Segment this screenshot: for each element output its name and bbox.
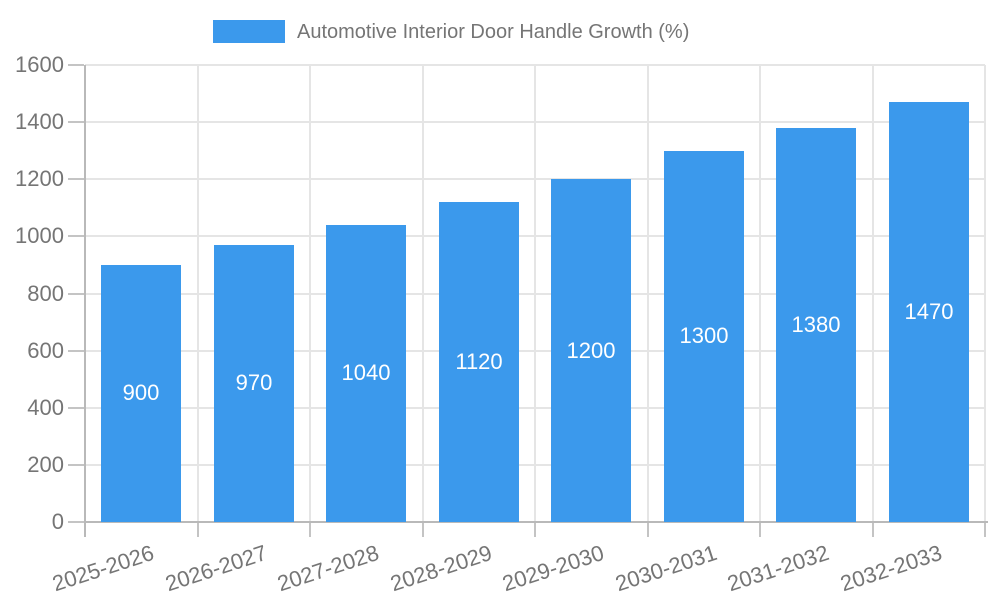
x-axis-tick [647, 523, 649, 537]
legend-swatch-icon[interactable] [213, 20, 285, 43]
y-axis-tick [68, 235, 84, 237]
y-axis-tick [68, 121, 84, 123]
gridline-vertical [872, 65, 874, 522]
y-axis-tick [68, 521, 84, 523]
x-axis-tick-label: 2028-2029 [386, 540, 495, 597]
gridline-vertical [422, 65, 424, 522]
gridline-vertical [984, 65, 986, 522]
y-axis-tick [68, 293, 84, 295]
x-axis-tick-label: 2030-2031 [611, 540, 720, 597]
x-axis-tick [984, 523, 986, 537]
bar-value-label: 970 [235, 370, 273, 395]
gridline-vertical [534, 65, 536, 522]
gridline-vertical [309, 65, 311, 522]
bar[interactable] [101, 265, 181, 522]
x-axis-tick-label: 2027-2028 [274, 540, 382, 597]
x-axis-tick-label: 2032-2033 [836, 540, 945, 597]
y-axis-line [84, 65, 86, 537]
bar[interactable] [776, 128, 856, 522]
x-axis-tick-label: 2029-2030 [499, 540, 607, 597]
y-axis-tick-label: 0 [51, 509, 64, 534]
bar-value-label: 1380 [791, 312, 841, 337]
bar[interactable] [214, 245, 294, 522]
y-axis-tick-label: 200 [27, 452, 64, 477]
y-axis-tick-label: 1200 [15, 166, 64, 191]
y-axis-tick-label: 800 [27, 281, 64, 306]
y-axis-tick-label: 1600 [15, 52, 64, 77]
x-axis-tick [872, 523, 874, 537]
bar[interactable] [664, 151, 744, 522]
y-axis-tick [68, 350, 84, 352]
x-axis-tick-label: 2031-2032 [724, 540, 832, 597]
bar-value-label: 1470 [904, 299, 954, 324]
bar[interactable] [889, 102, 969, 522]
gridline-vertical [197, 65, 199, 522]
y-axis-tick-label: 600 [27, 338, 64, 363]
y-axis-tick [68, 407, 84, 409]
bar[interactable] [551, 179, 631, 522]
y-axis-tick-label: 1000 [15, 223, 64, 248]
bar-value-label: 1300 [679, 323, 729, 348]
x-axis-tick [309, 523, 311, 537]
y-axis-tick [68, 178, 84, 180]
y-axis-tick-label: 400 [27, 395, 64, 420]
y-axis-tick [68, 464, 84, 466]
bar-value-label: 1200 [566, 338, 616, 363]
bar-value-label: 1040 [341, 360, 391, 385]
bar[interactable] [439, 202, 519, 522]
legend-label[interactable]: Automotive Interior Door Handle Growth (… [297, 21, 690, 43]
x-axis-line [84, 521, 988, 523]
x-axis-tick [759, 523, 761, 537]
y-axis-tick-label: 1400 [15, 109, 64, 134]
x-axis-tick-label: 2025-2026 [49, 540, 157, 597]
x-axis-tick-label: 2026-2027 [161, 540, 270, 597]
bar-value-label: 1120 [455, 349, 503, 374]
x-axis-tick [197, 523, 199, 537]
gridline-vertical [647, 65, 649, 522]
bar[interactable] [326, 225, 406, 522]
gridline-vertical [759, 65, 761, 522]
x-axis-tick [422, 523, 424, 537]
x-axis-tick [534, 523, 536, 537]
bar-value-label: 900 [122, 380, 160, 405]
chart-legend[interactable]: Automotive Interior Door Handle Growth (… [0, 0, 1000, 50]
y-axis-tick [68, 64, 84, 66]
